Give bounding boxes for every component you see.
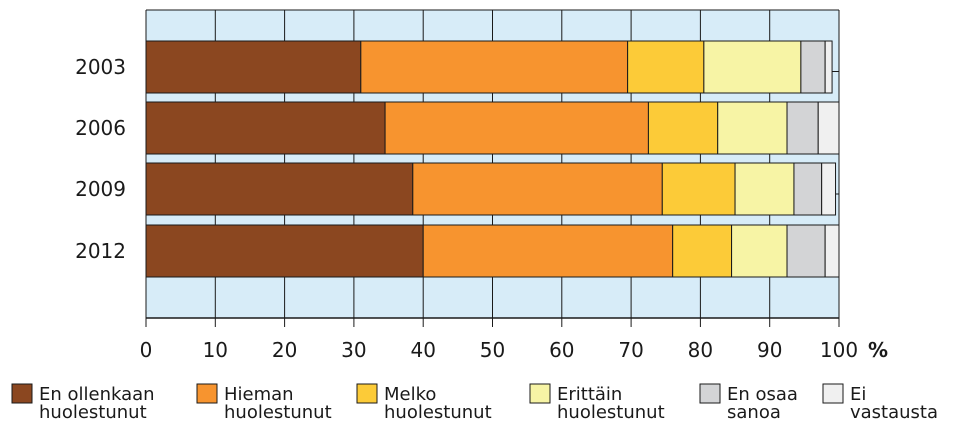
x-tick-label: 50 [480, 338, 505, 362]
bar-segment [735, 163, 794, 215]
x-unit-label: % [868, 338, 888, 362]
x-tick-label: 40 [410, 338, 435, 362]
x-tick-label: 60 [549, 338, 574, 362]
bar-segment [822, 163, 836, 215]
bar-segment [662, 163, 735, 215]
bar-segment [385, 102, 648, 154]
legend-swatch [700, 384, 720, 403]
bar-segment [818, 102, 839, 154]
legend-swatch [197, 384, 217, 403]
x-tick-label: 20 [272, 338, 297, 362]
y-tick-label: 2009 [75, 177, 126, 201]
x-tick-label: 100 [820, 338, 858, 362]
legend-swatch [530, 384, 550, 403]
y-tick-label: 2006 [75, 116, 126, 140]
bar-segment [648, 102, 717, 154]
x-tick-label: 0 [140, 338, 153, 362]
bar-segment [413, 163, 662, 215]
bar-segment [825, 225, 839, 277]
x-tick-label: 80 [688, 338, 713, 362]
bar-segment [794, 163, 822, 215]
y-tick-label: 2012 [75, 239, 126, 263]
bar-segment [146, 225, 423, 277]
x-tick-label: 10 [203, 338, 228, 362]
bar-segment [146, 102, 385, 154]
legend-label: vastausta [850, 402, 938, 423]
y-tick-label: 2003 [75, 55, 126, 79]
legend-swatch [357, 384, 377, 403]
bar-segment [787, 102, 818, 154]
legend-label: huolestunut [224, 402, 332, 423]
bar-segment [628, 41, 704, 93]
x-tick-label: 30 [341, 338, 366, 362]
bar-segment [704, 41, 801, 93]
legend-label: huolestunut [557, 402, 665, 423]
x-tick-label: 70 [618, 338, 643, 362]
bar-segment [825, 41, 832, 93]
bar-segment [673, 225, 732, 277]
bar-segment [361, 41, 628, 93]
legend-label: sanoa [727, 402, 781, 423]
legend-label: huolestunut [39, 402, 147, 423]
x-axis: 0 10 20 30 40 50 60 70 80 90 100% [140, 318, 888, 362]
bar-segment [787, 225, 825, 277]
bar-segment [423, 225, 672, 277]
legend-label: huolestunut [384, 402, 492, 423]
bar-segment [146, 163, 413, 215]
legend-swatch [823, 384, 843, 403]
bar-segment [801, 41, 825, 93]
bar-segment [718, 102, 787, 154]
bar-segment [146, 41, 361, 93]
y-tick-labels: 2003 2006 2009 2012 [75, 55, 126, 263]
x-tick-label: 90 [757, 338, 782, 362]
legend-swatch [12, 384, 32, 403]
bar-segment [732, 225, 787, 277]
